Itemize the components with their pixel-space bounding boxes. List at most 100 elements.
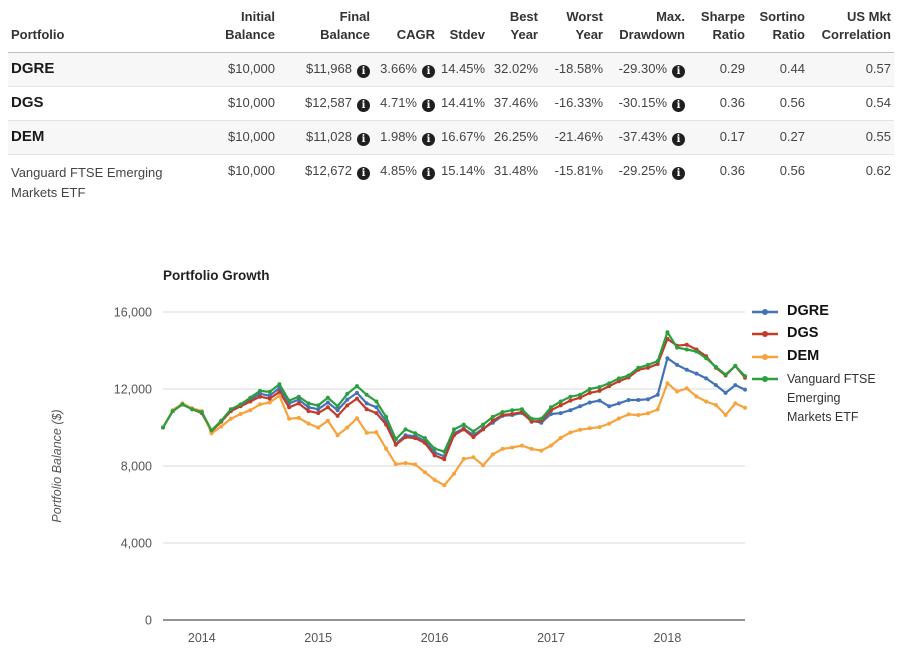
data-point[interactable] — [587, 387, 592, 391]
info-icon[interactable]: i — [422, 65, 435, 79]
data-point[interactable] — [355, 390, 359, 395]
data-point[interactable] — [578, 427, 583, 432]
data-point[interactable] — [238, 412, 243, 416]
data-point[interactable] — [219, 424, 224, 429]
data-point[interactable] — [325, 400, 330, 405]
data-point[interactable] — [568, 394, 573, 399]
data-point[interactable] — [713, 364, 718, 369]
data-point[interactable] — [733, 401, 738, 406]
data-point[interactable] — [384, 446, 389, 451]
data-point[interactable] — [442, 457, 447, 462]
data-point[interactable] — [646, 411, 650, 416]
data-point[interactable] — [325, 418, 330, 423]
data-point[interactable] — [345, 397, 350, 402]
data-point[interactable] — [636, 413, 641, 417]
data-point[interactable] — [723, 390, 728, 395]
legend-item-vanguard[interactable]: Vanguard FTSE Emerging Markets ETF — [751, 370, 887, 426]
data-point[interactable] — [616, 401, 621, 406]
data-point[interactable] — [277, 393, 282, 398]
data-point[interactable] — [616, 379, 621, 384]
data-point[interactable] — [277, 389, 282, 394]
data-point[interactable] — [713, 403, 718, 407]
data-point[interactable] — [287, 398, 292, 403]
data-point[interactable] — [461, 422, 466, 427]
data-point[interactable] — [471, 435, 476, 440]
data-point[interactable] — [597, 385, 602, 390]
data-point[interactable] — [306, 405, 311, 410]
data-point[interactable] — [374, 430, 379, 435]
data-point[interactable] — [655, 392, 660, 397]
data-point[interactable] — [277, 382, 282, 387]
data-point[interactable] — [587, 390, 592, 395]
data-point[interactable] — [607, 381, 612, 386]
data-point[interactable] — [578, 392, 583, 397]
data-point[interactable] — [704, 376, 709, 381]
data-point[interactable] — [578, 404, 583, 409]
data-point[interactable] — [345, 425, 350, 430]
legend-item-dgs[interactable]: DGS — [751, 325, 887, 342]
legend-item-dem[interactable]: DEM — [751, 348, 887, 365]
data-point[interactable] — [529, 446, 534, 451]
data-point[interactable] — [568, 398, 573, 403]
data-point[interactable] — [442, 449, 447, 454]
data-point[interactable] — [413, 436, 418, 441]
data-point[interactable] — [228, 407, 233, 412]
data-point[interactable] — [413, 431, 418, 436]
data-point[interactable] — [432, 453, 437, 458]
data-point[interactable] — [403, 461, 408, 466]
info-icon[interactable]: i — [672, 99, 685, 113]
data-point[interactable] — [432, 446, 437, 451]
data-point[interactable] — [733, 383, 738, 388]
data-point[interactable] — [422, 440, 427, 445]
data-point[interactable] — [422, 436, 427, 441]
data-point[interactable] — [374, 411, 379, 416]
info-icon[interactable]: i — [357, 65, 370, 79]
data-point[interactable] — [481, 422, 486, 427]
data-point[interactable] — [296, 401, 301, 406]
data-point[interactable] — [267, 396, 272, 401]
data-point[interactable] — [199, 410, 204, 415]
info-icon[interactable]: i — [422, 99, 435, 113]
data-point[interactable] — [626, 398, 631, 402]
data-point[interactable] — [684, 342, 689, 347]
data-point[interactable] — [665, 330, 670, 335]
data-point[interactable] — [355, 384, 359, 389]
data-point[interactable] — [558, 403, 563, 408]
data-point[interactable] — [452, 471, 456, 476]
data-point[interactable] — [519, 443, 524, 448]
data-point[interactable] — [510, 445, 515, 450]
data-point[interactable] — [393, 442, 398, 447]
data-point[interactable] — [510, 412, 515, 416]
data-point[interactable] — [704, 399, 709, 404]
data-point[interactable] — [655, 359, 660, 364]
data-point[interactable] — [558, 399, 563, 404]
info-icon[interactable]: i — [357, 133, 370, 147]
data-point[interactable] — [219, 418, 224, 423]
data-point[interactable] — [306, 401, 311, 406]
data-point[interactable] — [587, 426, 592, 431]
data-point[interactable] — [597, 398, 602, 403]
data-point[interactable] — [161, 425, 165, 430]
data-point[interactable] — [713, 383, 718, 388]
data-point[interactable] — [655, 362, 660, 366]
data-point[interactable] — [558, 411, 563, 416]
data-point[interactable] — [500, 413, 505, 417]
data-point[interactable] — [238, 402, 243, 407]
data-point[interactable] — [228, 416, 233, 421]
data-point[interactable] — [500, 410, 505, 415]
data-point[interactable] — [626, 412, 631, 417]
data-point[interactable] — [481, 463, 486, 468]
data-point[interactable] — [646, 362, 650, 367]
data-point[interactable] — [335, 433, 340, 438]
data-point[interactable] — [684, 386, 689, 391]
data-point[interactable] — [723, 372, 728, 377]
info-icon[interactable]: i — [422, 167, 435, 181]
data-point[interactable] — [384, 422, 389, 427]
data-point[interactable] — [442, 483, 447, 488]
data-point[interactable] — [510, 408, 515, 413]
data-point[interactable] — [170, 409, 175, 414]
data-point[interactable] — [393, 462, 398, 467]
data-point[interactable] — [403, 427, 408, 432]
data-point[interactable] — [558, 435, 563, 440]
data-point[interactable] — [568, 408, 573, 413]
